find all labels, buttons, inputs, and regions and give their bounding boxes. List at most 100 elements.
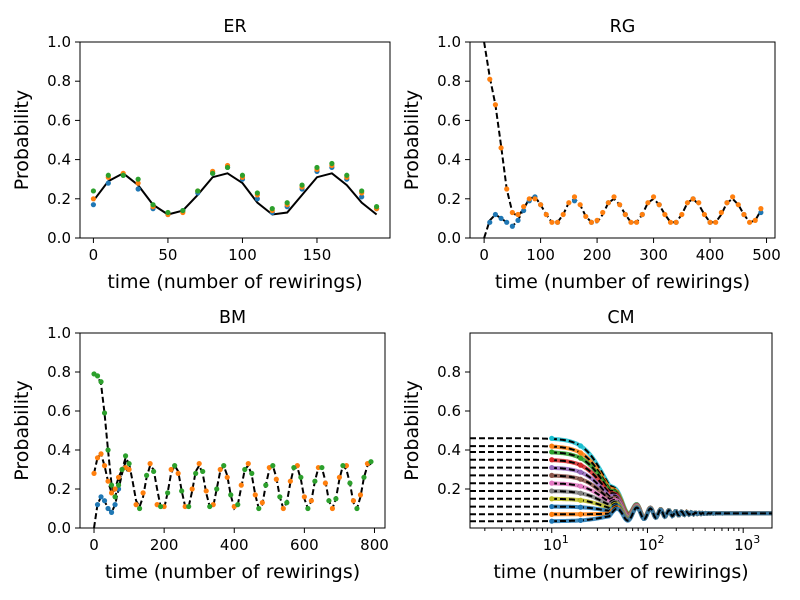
bm-point-sim-orange [273, 476, 279, 482]
rg-title: RG [610, 17, 636, 37]
bm-point-sim-green [94, 373, 101, 379]
er-point-sim-green [90, 188, 97, 194]
bm-xlabel: time (number of rewirings) [105, 561, 360, 583]
cm-start-point-3 [549, 457, 555, 463]
rg-ytick-label: 0.2 [437, 190, 461, 208]
bm-point-sim-orange [101, 463, 108, 469]
cm-mid-point-6 [577, 483, 584, 489]
rg-point-sim-orange [538, 202, 544, 208]
rg-point-sim-orange [532, 196, 538, 202]
bm-xtick-label: 600 [290, 536, 319, 554]
rg-point-sim-blue [509, 223, 515, 229]
rg-point-sim-blue [758, 209, 764, 216]
er-title: ER [223, 17, 246, 37]
rg-point-sim-orange [577, 202, 583, 208]
bm-point-sim-blue [94, 502, 101, 508]
bm-ylabel: Probability [11, 380, 33, 480]
rg-xtick-label: 200 [583, 246, 612, 264]
bm-line-model-blue [93, 460, 372, 528]
bm-xtick-label: 200 [150, 536, 179, 554]
bm-point-sim-green [144, 472, 150, 478]
bm-point-sim-green [122, 453, 129, 459]
cm-ytick-label: 0.4 [437, 441, 461, 459]
cm-start-point-6 [549, 480, 555, 486]
rg-ytick-label: 1.0 [437, 33, 461, 51]
er-point-sim-orange [135, 180, 141, 186]
bm-point-sim-orange [329, 505, 336, 512]
bm-point-sim-orange [105, 478, 111, 484]
bm-point-sim-orange [98, 451, 104, 457]
bm-point-sim-orange [196, 461, 202, 467]
er-xtick-label: 100 [228, 246, 257, 264]
bm-point-sim-green [108, 482, 115, 488]
rg-point-sim-orange [735, 202, 741, 208]
plot-area [91, 371, 374, 528]
cm-mid-point-5 [577, 476, 584, 482]
bm-point-sim-green [151, 468, 157, 475]
bm-point-sim-blue [112, 502, 118, 508]
bm-point-sim-orange [350, 498, 357, 504]
bm-point-sim-green [242, 466, 248, 473]
cm-start-point-7 [549, 488, 555, 494]
bm-point-sim-green [115, 482, 122, 488]
bm-point-sim-orange [252, 492, 258, 498]
rg-point-sim-orange [509, 209, 515, 216]
er-xtick-label: 50 [158, 246, 177, 264]
rg-point-sim-orange [566, 200, 572, 206]
rg-point-sim-orange [600, 209, 606, 216]
bm-point-sim-green [277, 494, 283, 500]
rg-point-sim-orange [690, 196, 696, 202]
bm-point-sim-green [126, 461, 132, 467]
bm-point-sim-green [347, 480, 353, 486]
bm-xtick-label: 0 [89, 536, 99, 554]
er-ytick-label: 1.0 [47, 33, 71, 51]
er-point-sim-green [239, 172, 246, 178]
er-point-sim-green [180, 207, 186, 214]
rg-point-sim-blue [571, 198, 578, 204]
er-ytick-label: 0.8 [47, 72, 71, 90]
cm-xtick-label: 103 [734, 533, 760, 554]
rg-point-sim-blue [487, 219, 493, 225]
bm-point-sim-orange [115, 474, 122, 480]
rg-point-sim-orange [611, 194, 617, 200]
bm-point-sim-orange [301, 494, 307, 500]
rg-frame [469, 41, 776, 239]
rg-point-sim-orange [650, 194, 657, 200]
cm-start-point-2 [549, 449, 555, 455]
rg-ytick-label: 0.6 [437, 111, 461, 129]
rg-point-sim-blue [492, 211, 499, 218]
er-ytick-label: 0.6 [47, 111, 71, 129]
er-point-sim-green [284, 200, 290, 206]
rg-point-sim-orange [594, 217, 600, 223]
bm-point-sim-green [249, 470, 255, 476]
bm-point-sim-green [291, 464, 297, 471]
rg-point-sim-orange [504, 186, 510, 192]
bm-point-sim-green [221, 463, 227, 469]
bm-line-model-green [93, 371, 130, 501]
rg-point-sim-blue [521, 207, 527, 214]
bm-ytick-label: 0.2 [47, 480, 71, 498]
rg-xtick-label: 300 [639, 246, 668, 264]
cm-frame [469, 332, 773, 529]
er-ytick-label: 0.2 [47, 190, 71, 208]
bm-point-sim-orange [224, 474, 230, 480]
cm-mid-point-8 [577, 497, 584, 503]
bm-point-sim-green [186, 503, 192, 510]
bm-point-sim-green [101, 410, 108, 416]
bm-point-sim-green [112, 494, 118, 500]
er-ytick-label: 0.4 [47, 151, 71, 169]
bm-point-sim-green [228, 492, 234, 498]
er-point-sim-green [359, 188, 365, 194]
cm-ytick-label: 0.2 [437, 480, 461, 498]
rg-point-sim-orange [718, 209, 724, 216]
bm-point-sim-blue [105, 505, 111, 512]
bm-point-sim-green [105, 447, 111, 453]
rg-point-sim-orange [498, 145, 504, 151]
bm-point-sim-green [98, 379, 104, 385]
rg-point-sim-orange [549, 219, 555, 225]
rg-xtick-label: 400 [696, 246, 725, 264]
rg-point-sim-orange [645, 200, 651, 206]
bm-point-sim-green [207, 503, 213, 510]
cm-mid-point-1 [577, 450, 584, 456]
